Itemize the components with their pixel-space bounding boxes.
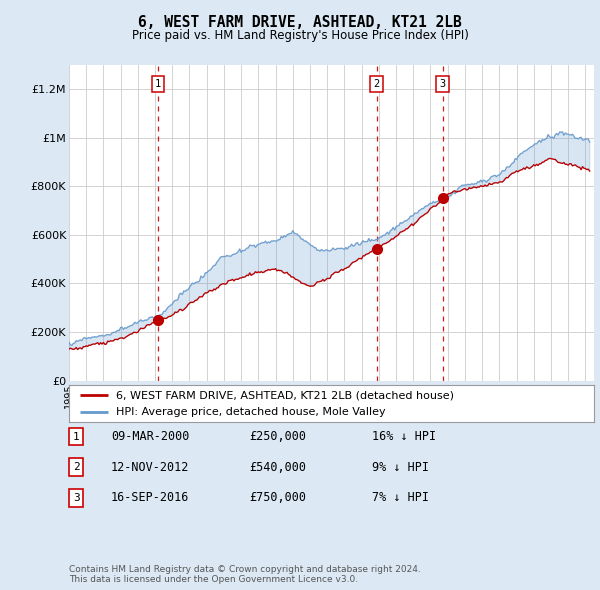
Text: 3: 3 (73, 493, 80, 503)
Text: 7% ↓ HPI: 7% ↓ HPI (372, 491, 429, 504)
Text: 9% ↓ HPI: 9% ↓ HPI (372, 461, 429, 474)
Text: 09-MAR-2000: 09-MAR-2000 (111, 430, 190, 443)
Text: 3: 3 (440, 79, 446, 89)
Text: 6, WEST FARM DRIVE, ASHTEAD, KT21 2LB (detached house): 6, WEST FARM DRIVE, ASHTEAD, KT21 2LB (d… (116, 390, 454, 400)
Text: Price paid vs. HM Land Registry's House Price Index (HPI): Price paid vs. HM Land Registry's House … (131, 30, 469, 42)
Text: 16-SEP-2016: 16-SEP-2016 (111, 491, 190, 504)
Text: 12-NOV-2012: 12-NOV-2012 (111, 461, 190, 474)
Text: HPI: Average price, detached house, Mole Valley: HPI: Average price, detached house, Mole… (116, 407, 386, 417)
Text: 1: 1 (73, 432, 80, 441)
Text: 6, WEST FARM DRIVE, ASHTEAD, KT21 2LB: 6, WEST FARM DRIVE, ASHTEAD, KT21 2LB (138, 15, 462, 30)
Text: £540,000: £540,000 (249, 461, 306, 474)
Text: 2: 2 (373, 79, 380, 89)
Text: Contains HM Land Registry data © Crown copyright and database right 2024.
This d: Contains HM Land Registry data © Crown c… (69, 565, 421, 584)
Text: £250,000: £250,000 (249, 430, 306, 443)
Text: 1: 1 (155, 79, 161, 89)
Text: 2: 2 (73, 463, 80, 472)
Text: £750,000: £750,000 (249, 491, 306, 504)
Text: 16% ↓ HPI: 16% ↓ HPI (372, 430, 436, 443)
